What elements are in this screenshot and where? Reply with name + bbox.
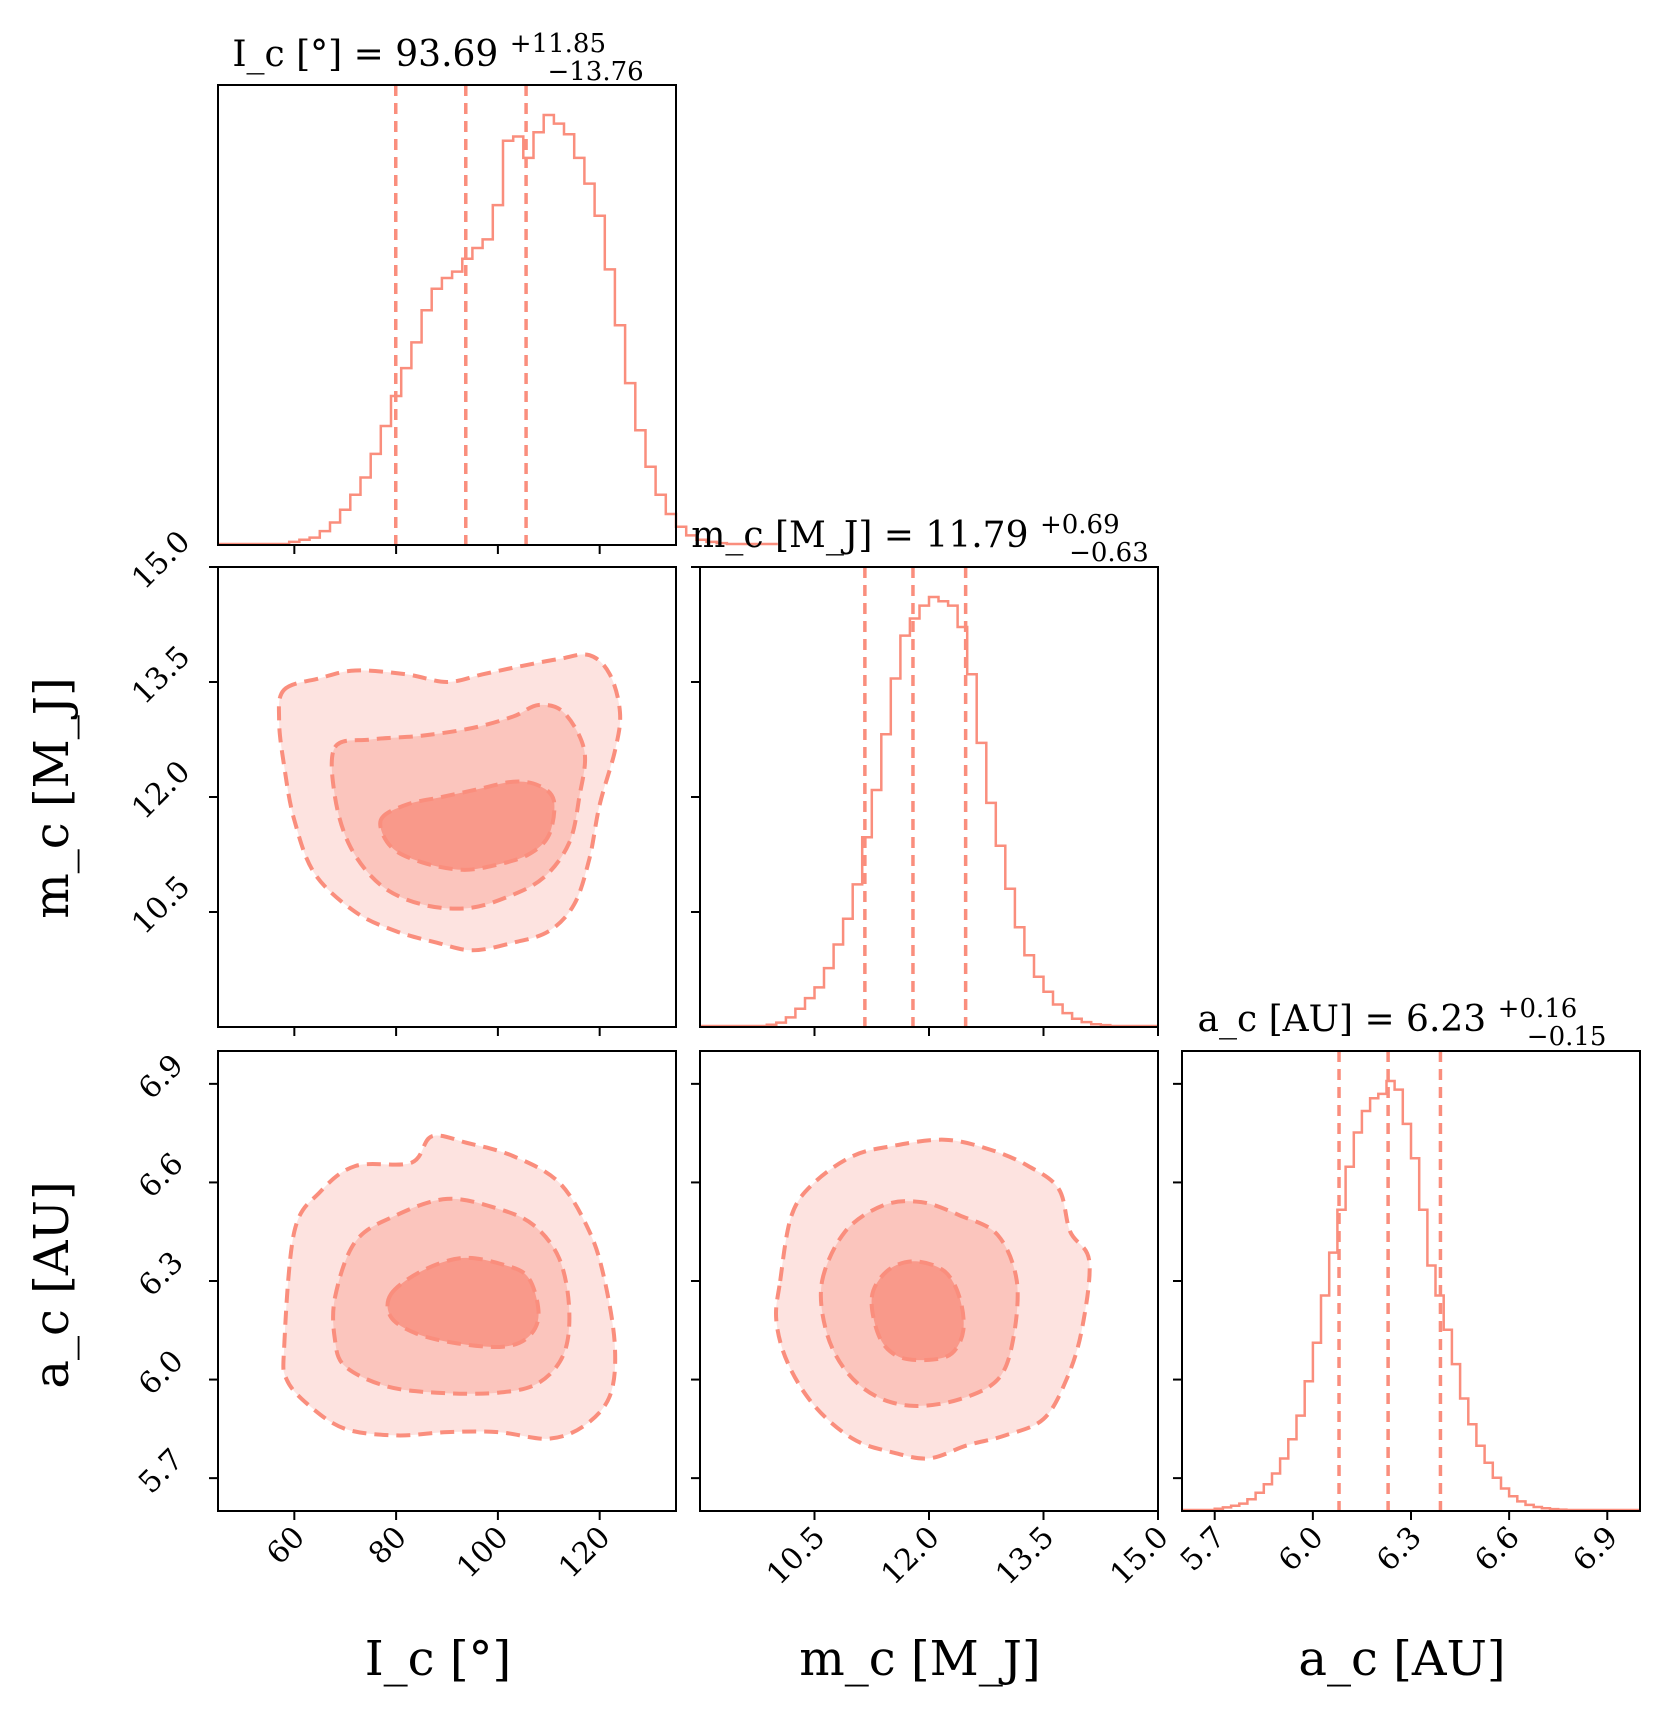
xtick-label-I-1: 80	[362, 1520, 414, 1572]
title-a-plus: +0.16	[1498, 994, 1578, 1024]
contour-line-m-a-outer	[774, 1137, 1092, 1461]
title-m-plus: +0.69	[1040, 510, 1120, 540]
xtick-label-a-4: 6.9	[1566, 1520, 1624, 1578]
contour-fill-I-m-inner	[380, 781, 555, 870]
title-m: m_c [M_J] = 11.79 +0.69 −0.63	[691, 501, 1149, 568]
title-m-minus: −0.63	[1069, 538, 1149, 568]
ytick-label-a-1: 6.0	[132, 1344, 190, 1402]
xtick-label-a-3: 6.6	[1468, 1520, 1526, 1578]
ylabel-a: a_c [AU]	[24, 1181, 80, 1388]
title-a-main: a_c [AU] = 6.23	[1198, 999, 1487, 1040]
contour-fill-I-a-inner	[387, 1257, 539, 1347]
contour-fills-layer	[278, 654, 1090, 1459]
title-I: I_c [°] = 93.69 +11.85 −13.76	[232, 20, 643, 87]
title-a-minus: −0.15	[1527, 1022, 1607, 1052]
xtick-label-a-0: 5.7	[1174, 1520, 1232, 1578]
ytick-label-a-2: 6.3	[132, 1245, 190, 1303]
ytick-label-m-3: 15.0	[125, 524, 197, 596]
data-lines-layer	[218, 85, 1640, 1512]
panel-frame-1-1	[699, 566, 1159, 1028]
xlabel-I: I_c [°]	[365, 1631, 512, 1687]
title-a: a_c [AU] = 6.23 +0.16 −0.15	[1198, 985, 1607, 1052]
contour-line-I-m-inner	[378, 779, 557, 872]
xtick-label-m-0: 10.5	[760, 1520, 832, 1592]
contour-line-m-a-middle	[818, 1199, 1020, 1408]
xtick-label-m-2: 13.5	[989, 1520, 1061, 1592]
ylabel-m: m_c [M_J]	[24, 677, 80, 919]
contour-line-m-a-inner	[869, 1259, 966, 1363]
ytick-label-m-2: 13.5	[125, 639, 197, 711]
histogram-I	[218, 113, 778, 546]
panel-frame-0-0	[217, 84, 677, 546]
xlabel-a: a_c [AU]	[1298, 1631, 1505, 1687]
title-I-minus: −13.76	[547, 57, 643, 87]
xtick-label-a-1: 6.0	[1272, 1520, 1330, 1578]
ytick-label-m-0: 10.5	[125, 869, 197, 941]
histogram-a	[1182, 1079, 1640, 1512]
contour-fill-m-a-inner	[871, 1261, 964, 1361]
panel-frame-2-2	[1181, 1050, 1641, 1512]
histogram-m	[700, 595, 1158, 1028]
ytick-label-m-1: 12.0	[125, 754, 197, 826]
ytick-label-a-4: 6.9	[132, 1048, 190, 1106]
xtick-label-a-2: 6.3	[1370, 1520, 1428, 1578]
xtick-label-I-0: 60	[260, 1520, 312, 1572]
title-I-plus: +11.85	[510, 29, 606, 59]
ytick-label-a-3: 6.6	[132, 1146, 190, 1204]
xtick-label-I-2: 100	[450, 1520, 515, 1585]
contour-line-I-a-middle	[331, 1196, 572, 1396]
ytick-label-a-0: 5.7	[132, 1442, 190, 1500]
title-I-main: I_c [°] = 93.69	[232, 34, 498, 75]
contour-line-I-a-inner	[385, 1255, 541, 1349]
contour-line-I-m-middle	[329, 702, 588, 911]
contour-line-I-m-outer	[276, 652, 623, 953]
xlabel-m: m_c [M_J]	[799, 1631, 1041, 1687]
xtick-label-I-3: 120	[552, 1520, 617, 1585]
xtick-label-m-1: 12.0	[875, 1520, 947, 1592]
xtick-label-m-3: 15.0	[1104, 1520, 1176, 1592]
title-m-main: m_c [M_J] = 11.79	[691, 515, 1028, 556]
